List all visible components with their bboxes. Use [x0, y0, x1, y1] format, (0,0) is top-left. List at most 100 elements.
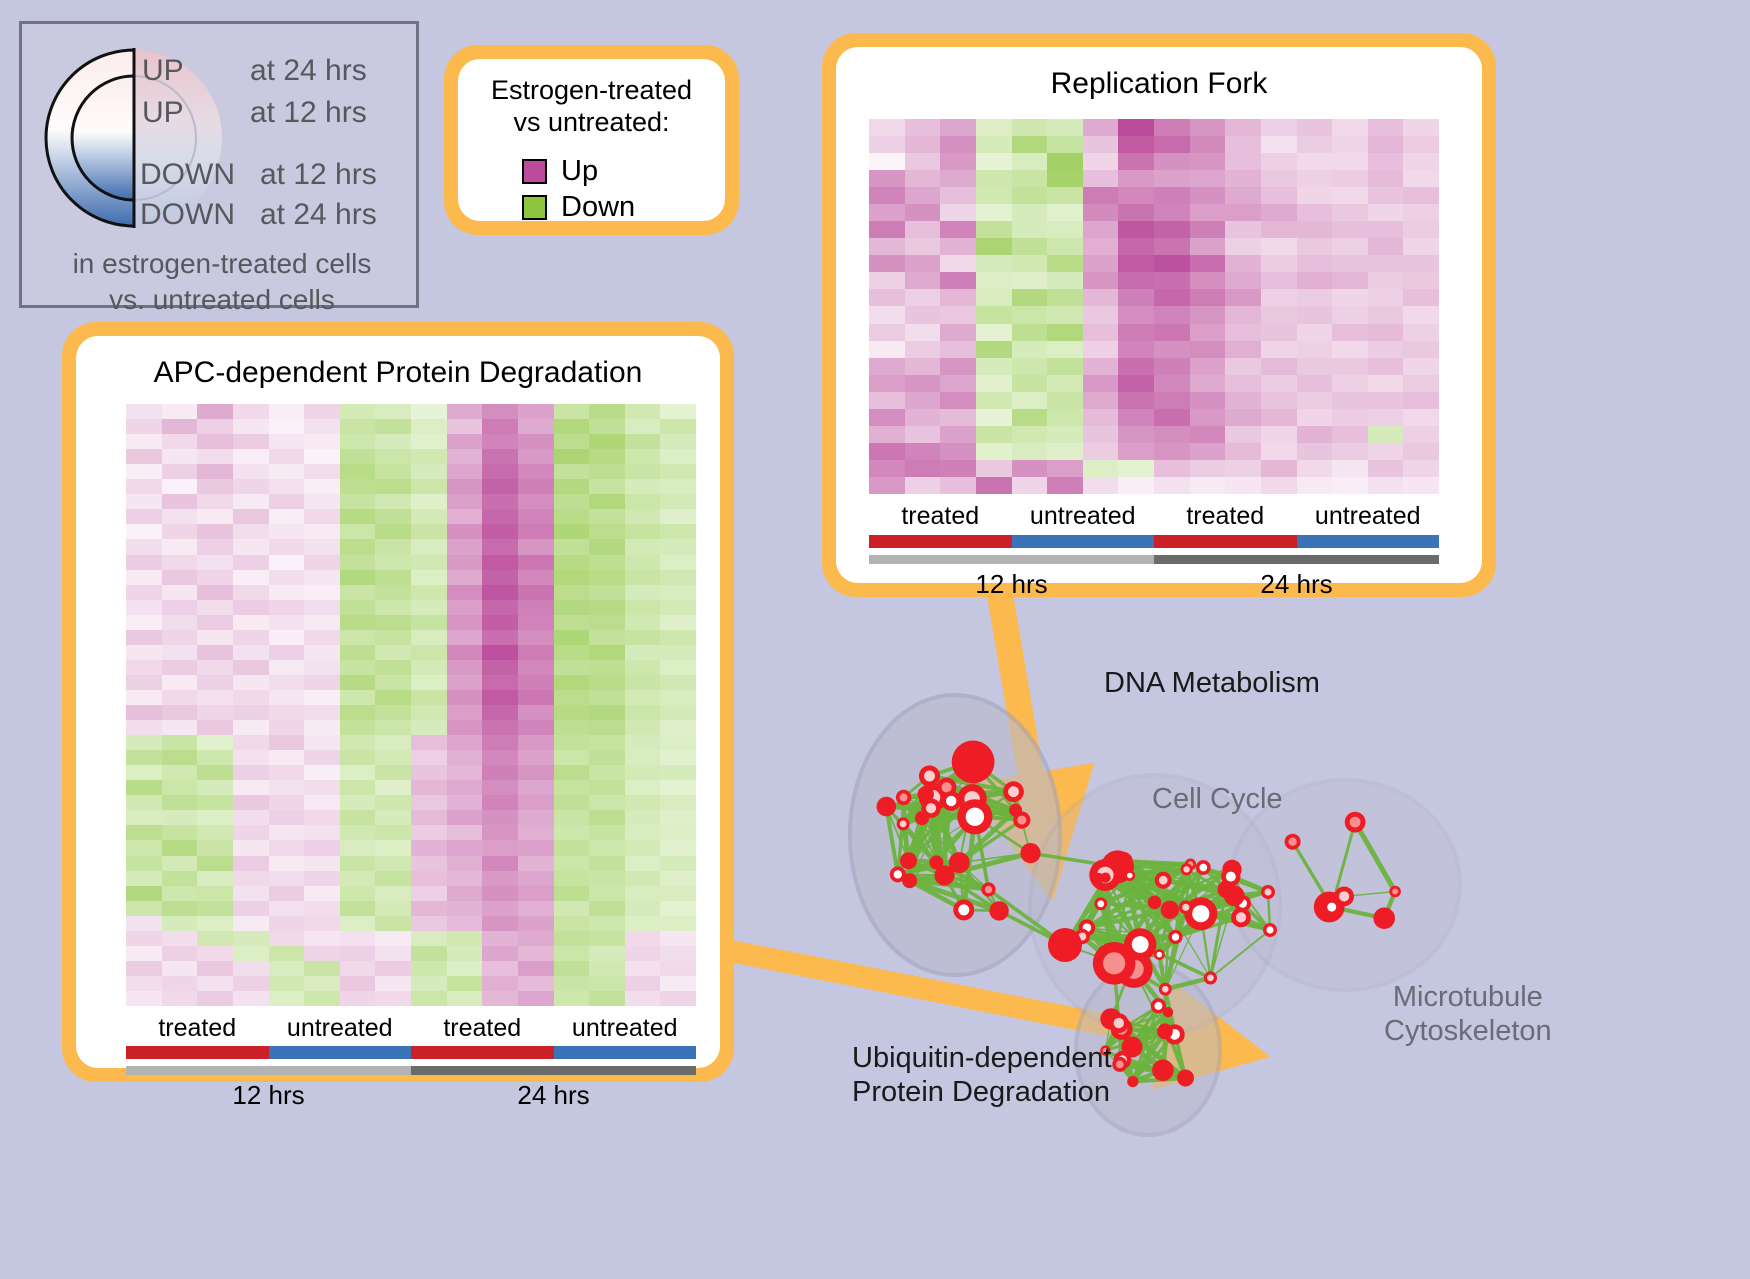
heatmap-cell	[375, 735, 411, 751]
heatmap-cell	[482, 885, 518, 901]
heatmap-cell	[940, 204, 976, 222]
heatmap-cell	[904, 238, 941, 256]
heatmap-cell	[339, 434, 376, 450]
heatmap-cell	[339, 750, 376, 766]
key-panel-inner: Estrogen-treated vs untreated: Up Down	[458, 59, 725, 223]
heatmap-cell	[268, 419, 305, 435]
heatmap-cell	[517, 885, 554, 901]
heatmap-cell	[126, 569, 162, 585]
heatmap-cell	[161, 975, 198, 991]
heatmap-cell	[624, 554, 661, 570]
heatmap-cell	[1118, 459, 1154, 477]
heatmap-cell	[232, 855, 269, 871]
heatmap-cell	[589, 674, 625, 690]
heatmap-cell	[517, 870, 554, 886]
heatmap-cell	[904, 221, 941, 239]
heatmap-cell	[197, 644, 233, 660]
heatmap-cell	[268, 825, 305, 841]
heatmap-cell	[232, 960, 269, 976]
heatmap-cell	[1367, 357, 1404, 375]
heatmap-cell	[411, 599, 447, 615]
heatmap-cell	[553, 584, 590, 600]
heatmap-cell	[446, 449, 483, 465]
heatmap-cell	[375, 674, 411, 690]
network-node-core	[1225, 871, 1236, 882]
heatmap-cell	[268, 780, 305, 796]
heatmap-cell	[197, 705, 233, 721]
heatmap-cell	[268, 840, 305, 856]
heatmap-cell	[517, 539, 554, 555]
heatmap-cell	[1154, 391, 1190, 409]
heatmap-cell	[339, 629, 376, 645]
heatmap-cell	[1296, 221, 1333, 239]
heatmap-cell	[1403, 425, 1439, 443]
heatmap-cell	[1260, 459, 1297, 477]
heatmap-cell	[446, 539, 483, 555]
heatmap-cell	[1118, 204, 1154, 222]
heatmap-cell	[197, 524, 233, 540]
network-node-core	[1127, 872, 1133, 879]
network-node-core	[1207, 974, 1214, 982]
heatmap-cell	[411, 930, 447, 946]
heatmap-cell	[1367, 221, 1404, 239]
heatmap-cell	[482, 464, 518, 480]
heatmap-cell	[624, 900, 661, 916]
heatmap-cell	[1260, 442, 1297, 460]
time-labels-replication-fork: 12 hrs 24 hrs	[869, 569, 1439, 600]
heatmap-cell	[1332, 238, 1368, 256]
heatmap-cell	[517, 674, 554, 690]
heatmap-cell	[1260, 238, 1297, 256]
heatmap-cell	[660, 840, 696, 856]
heatmap-cell	[624, 945, 661, 961]
heatmap-cell	[161, 990, 198, 1006]
heatmap-cell	[553, 780, 590, 796]
heatmap-cell	[1296, 170, 1333, 188]
heatmap-cell	[1260, 289, 1297, 307]
network-node-core	[1171, 933, 1180, 941]
group-bar-apc-treated-12	[126, 1046, 269, 1059]
heatmap-cell	[339, 479, 376, 495]
heatmap-cell	[904, 204, 941, 222]
heatmap-cell	[517, 599, 554, 615]
heatmap-cell	[232, 975, 269, 991]
heatmap-cell	[1403, 306, 1439, 324]
network-edge	[1352, 820, 1398, 893]
heatmap-cell	[375, 780, 411, 796]
heatmap-cell	[268, 584, 305, 600]
heatmap-cell	[1367, 476, 1404, 494]
wheel-tag-down-12: DOWN	[140, 158, 235, 191]
heatmap-cell	[1118, 170, 1154, 188]
heatmap-cell	[1225, 323, 1261, 341]
heatmap-cell	[553, 674, 590, 690]
heatmap-cell	[660, 975, 696, 991]
heatmap-cell	[1082, 357, 1119, 375]
heatmap-cell	[375, 509, 411, 525]
heatmap-cell	[161, 614, 198, 630]
heatmap-cell	[1403, 255, 1439, 273]
heatmap-cell	[268, 705, 305, 721]
heatmap-cell	[1047, 459, 1083, 477]
colorwheel-footer-line1: in estrogen-treated cells	[72, 248, 372, 279]
heatmap-cell	[1011, 170, 1048, 188]
heatmap-cell	[304, 825, 340, 841]
network-node	[929, 855, 944, 870]
heatmap-cell	[589, 870, 625, 886]
heatmap-cell	[553, 840, 590, 856]
panel-apc-degradation: APC-dependent Protein Degradation treate…	[62, 322, 734, 1110]
heatmap-cell	[1367, 136, 1404, 154]
heatmap-cell	[197, 765, 233, 781]
heatmap-cell	[517, 915, 554, 931]
heatmap-cell	[1367, 153, 1404, 171]
heatmap-cell	[268, 404, 305, 420]
heatmap-cell	[624, 915, 661, 931]
heatmap-cell	[869, 238, 905, 256]
heatmap-cell	[1154, 476, 1190, 494]
heatmap-cell	[375, 720, 411, 736]
panel-apc-degradation-inner: APC-dependent Protein Degradation treate…	[76, 336, 720, 1110]
heatmap-cell	[304, 674, 340, 690]
heatmap-cell	[1332, 340, 1368, 358]
heatmap-cell	[197, 885, 233, 901]
heatmap-cell	[1154, 255, 1190, 273]
heatmap-cell	[975, 340, 1012, 358]
heatmap-cell	[1082, 136, 1119, 154]
